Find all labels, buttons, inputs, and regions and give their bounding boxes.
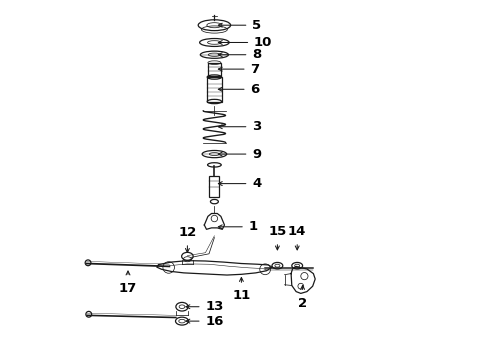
Bar: [207, 77, 221, 102]
Text: 7: 7: [250, 63, 260, 76]
Text: 10: 10: [254, 36, 272, 49]
Text: 6: 6: [250, 83, 260, 96]
Text: 12: 12: [178, 226, 196, 239]
Text: 15: 15: [268, 225, 287, 238]
Text: 9: 9: [252, 148, 261, 161]
Text: 5: 5: [252, 19, 261, 32]
Text: 3: 3: [252, 120, 262, 133]
Text: 1: 1: [248, 220, 258, 233]
Text: 14: 14: [288, 225, 306, 238]
Bar: [208, 63, 221, 76]
Text: 2: 2: [298, 297, 307, 310]
Text: 11: 11: [232, 289, 250, 302]
Text: 4: 4: [252, 177, 262, 190]
Text: 13: 13: [205, 300, 224, 313]
Text: 8: 8: [252, 48, 262, 61]
Text: 16: 16: [205, 315, 224, 328]
Bar: [209, 176, 220, 197]
Text: 17: 17: [119, 282, 137, 294]
